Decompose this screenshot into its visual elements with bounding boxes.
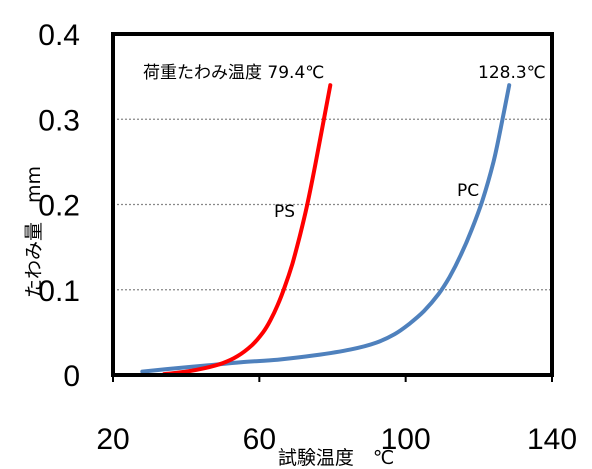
series-line-ps (162, 83, 333, 377)
series-line-pc (140, 83, 512, 374)
pc-series-label: PC (457, 181, 479, 201)
x-tick-label: 100 (381, 423, 431, 456)
y-tick-label: 0.3 (38, 104, 80, 137)
x-tick-label: 140 (527, 423, 577, 456)
x-axis-title: 試験温度 ℃ (278, 447, 394, 469)
series-layer (140, 83, 512, 377)
y-tick-label: 0.2 (38, 190, 80, 223)
ps-deflection-temp-annotation: 荷重たわみ温度 79.4℃ (143, 63, 324, 83)
plot-frame (111, 32, 554, 377)
y-tick-label: 0.1 (38, 275, 80, 308)
grid-lines (113, 118, 552, 291)
x-tick-label: 20 (96, 423, 129, 456)
y-tick-label: 0 (63, 360, 80, 393)
y-tick-label: 0.4 (38, 19, 80, 52)
x-axis-ticks: 20 60 100 140 (96, 375, 577, 456)
y-axis-title: たわみ量 mm (23, 166, 45, 298)
x-tick-label: 60 (243, 423, 276, 456)
pc-deflection-temp-annotation: 128.3℃ (478, 63, 546, 83)
y-axis-ticks: 0 0.1 0.2 0.3 0.4 (38, 19, 80, 393)
ps-series-label: PS (274, 202, 295, 222)
